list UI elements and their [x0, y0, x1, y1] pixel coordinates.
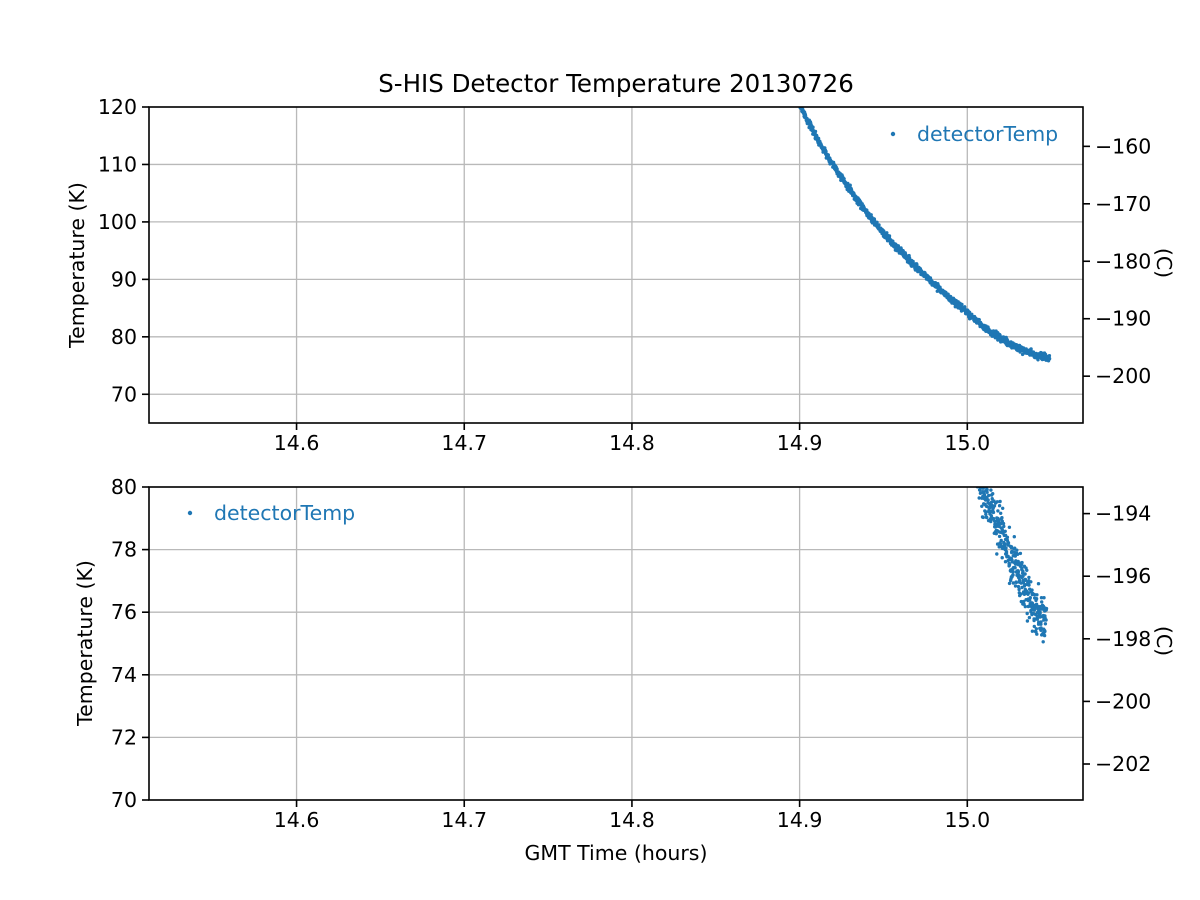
top-right-axis-label: (C)	[1152, 247, 1176, 279]
y-right-tick-label: −190	[1095, 307, 1151, 331]
chart-title: S-HIS Detector Temperature 20130726	[378, 69, 854, 98]
legend-marker-icon	[187, 510, 193, 516]
x-tick-label: 14.6	[274, 808, 320, 832]
legend: detectorTemp	[187, 501, 355, 525]
y-right-tick-label: −200	[1095, 364, 1151, 388]
scatter-series-detectorTemp	[975, 487, 1049, 644]
legend-marker-icon	[890, 131, 896, 137]
x-tick-label: 14.7	[441, 431, 487, 455]
x-tick-label: 15.0	[944, 431, 990, 455]
x-tick-label: 14.7	[441, 808, 487, 832]
y-right-tick-label: −194	[1095, 502, 1151, 526]
y-tick-label: 90	[111, 267, 137, 291]
tick-marks	[142, 486, 1090, 807]
bottom-right-axis-label: (C)	[1152, 625, 1176, 657]
y-tick-label: 80	[111, 475, 137, 499]
y-tick-label: 74	[111, 663, 137, 687]
legend-label: detectorTemp	[214, 501, 355, 525]
x-tick-label: 15.0	[944, 808, 990, 832]
x-tick-label: 14.9	[777, 808, 823, 832]
x-axis-label: GMT Time (hours)	[524, 841, 708, 865]
legend-label: detectorTemp	[917, 122, 1058, 146]
grid-lines	[149, 486, 1083, 801]
x-tick-label: 14.8	[609, 431, 655, 455]
x-tick-label: 14.6	[274, 431, 320, 455]
y-tick-label: 70	[111, 382, 137, 406]
top-left-axis-label: Temperature (K)	[65, 182, 89, 348]
y-tick-label: 110	[98, 152, 137, 176]
x-tick-label: 14.8	[609, 808, 655, 832]
top-subplot: 14.6 14.7 14.8 14.9 15.0 70 80 90 100 110 120 −160 −…	[98, 95, 1151, 455]
y-right-tick-label: −198	[1095, 627, 1151, 651]
y-right-tick-label: −200	[1095, 689, 1151, 713]
tick-labels: 14.6 14.7 14.8 14.9 15.0 70 80 90 100 110 120 −160 −…	[98, 95, 1151, 455]
y-tick-label: 76	[111, 600, 137, 624]
tick-marks	[142, 106, 1090, 430]
y-tick-label: 120	[98, 95, 137, 119]
y-right-tick-label: −196	[1095, 564, 1151, 588]
y-right-tick-label: −170	[1095, 192, 1151, 216]
y-tick-label: 100	[98, 210, 137, 234]
axes-spines	[148, 106, 1084, 424]
y-tick-label: 78	[111, 538, 137, 562]
y-right-tick-label: −180	[1095, 249, 1151, 273]
y-tick-label: 80	[111, 325, 137, 349]
y-right-tick-label: −202	[1095, 752, 1151, 776]
grid-lines	[149, 106, 1083, 423]
legend: detectorTemp	[890, 122, 1058, 146]
bottom-left-axis-label: Temperature (K)	[73, 560, 97, 726]
tick-labels: 14.6 14.7 14.8 14.9 15.0 70 72 74 76 78 80 −194 −196…	[111, 475, 1151, 832]
y-tick-label: 72	[111, 725, 137, 749]
x-tick-label: 14.9	[777, 431, 823, 455]
scatter-series-detectorTemp	[798, 107, 1052, 363]
y-tick-label: 70	[111, 788, 137, 812]
y-right-tick-label: −160	[1095, 134, 1151, 158]
axes-spines	[148, 486, 1084, 801]
bottom-subplot: 14.6 14.7 14.8 14.9 15.0 70 72 74 76 78 80 −194 −196…	[111, 475, 1151, 832]
